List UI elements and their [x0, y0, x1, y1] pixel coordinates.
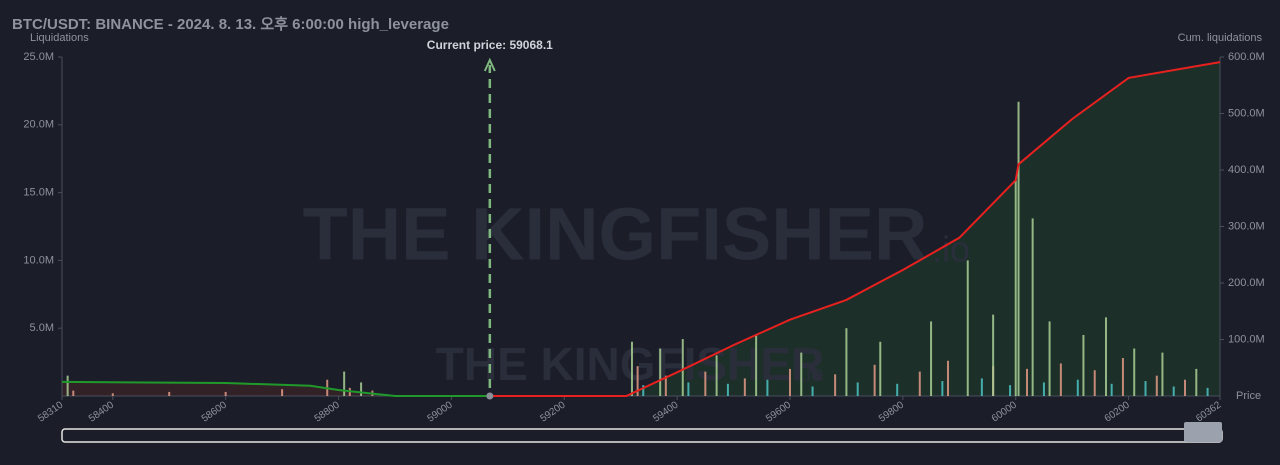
- line: [489, 61, 1221, 397]
- bar: [811, 386, 814, 396]
- y2-tick-label: 500.0M: [1228, 107, 1265, 119]
- bar: [755, 334, 758, 396]
- bar: [743, 378, 746, 396]
- line: [61, 380, 490, 397]
- bar: [930, 321, 933, 396]
- bar: [642, 385, 645, 396]
- bar: [946, 360, 949, 396]
- y-axis-label: Liquidations: [30, 32, 89, 44]
- bar: [1076, 379, 1079, 396]
- bar: [941, 381, 944, 396]
- bar: [1014, 180, 1017, 396]
- y2-tick-label: 200.0M: [1228, 277, 1265, 289]
- bar: [1031, 218, 1034, 396]
- bar: [1172, 386, 1175, 396]
- bar: [992, 314, 995, 396]
- y2-axis-label: Cum. liquidations: [1178, 32, 1263, 44]
- bar: [360, 382, 363, 396]
- bar: [66, 375, 69, 396]
- bar: [715, 355, 718, 396]
- bar: [788, 368, 791, 396]
- area: [489, 62, 1220, 396]
- y2-tick-label: 300.0M: [1228, 220, 1265, 232]
- bar: [1133, 348, 1136, 396]
- bar: [845, 328, 848, 396]
- bar: [879, 341, 882, 396]
- bar: [1059, 363, 1062, 396]
- bar: [1017, 101, 1020, 397]
- current-price-dot: [486, 392, 494, 400]
- bar: [664, 375, 667, 396]
- bar: [630, 341, 633, 396]
- bar: [681, 339, 684, 396]
- current-price-arrow: [483, 57, 496, 72]
- y2-tick-label: 400.0M: [1228, 164, 1265, 176]
- chart-title: BTC/USDT: BINANCE - 2024. 8. 13. 오후 6:00…: [12, 16, 449, 33]
- current-price-label: Current price: 59068.1: [427, 38, 553, 52]
- bar: [168, 391, 171, 396]
- bar: [1093, 370, 1096, 396]
- slider-handle[interactable]: [1184, 422, 1222, 442]
- watermark-text: THE KINGFISHER: [303, 193, 928, 276]
- bar: [636, 366, 639, 396]
- bar: [726, 383, 729, 396]
- bar: [1184, 379, 1187, 396]
- bar: [1144, 381, 1147, 396]
- bar: [1206, 387, 1209, 396]
- y-tick-label: 5.0M: [30, 322, 54, 334]
- bar: [1009, 385, 1012, 396]
- bar: [873, 364, 876, 396]
- bar: [1082, 334, 1085, 396]
- bar: [1161, 352, 1164, 396]
- bar: [1048, 321, 1051, 396]
- bar: [1155, 375, 1158, 396]
- bar: [1042, 382, 1045, 396]
- bar: [918, 371, 921, 396]
- y2-tick-label: 600.0M: [1228, 51, 1265, 63]
- bar: [1105, 317, 1108, 396]
- bar: [980, 378, 983, 396]
- watermark-suffix: .io: [800, 361, 823, 386]
- bar: [766, 379, 769, 396]
- y-tick-label: 10.0M: [23, 254, 54, 266]
- bar: [800, 352, 803, 396]
- y-tick-label: 20.0M: [23, 119, 54, 131]
- y2-tick-label: 100.0M: [1228, 333, 1265, 345]
- bar: [111, 393, 114, 396]
- watermark-text: THE KINGFISHER: [436, 338, 824, 390]
- y-tick-label: 25.0M: [23, 51, 54, 63]
- bar: [834, 374, 837, 396]
- bar: [1110, 383, 1113, 396]
- bar: [704, 371, 707, 396]
- bar: [72, 390, 75, 396]
- bar: [966, 260, 969, 396]
- watermark: THE KINGFISHER .io THE KINGFISHER .io: [303, 193, 970, 391]
- range-slider[interactable]: [61, 422, 1223, 443]
- bar: [1121, 358, 1124, 396]
- bar: [856, 382, 859, 396]
- x-axis-label: Price: [1236, 390, 1261, 402]
- bar: [659, 348, 662, 396]
- bar: [1026, 368, 1028, 396]
- bar: [1195, 368, 1198, 396]
- bar: [281, 389, 284, 396]
- bar: [343, 371, 346, 396]
- y-tick-label: 15.0M: [23, 187, 54, 199]
- bar: [224, 391, 227, 396]
- bar: [687, 382, 690, 396]
- bar: [896, 383, 899, 396]
